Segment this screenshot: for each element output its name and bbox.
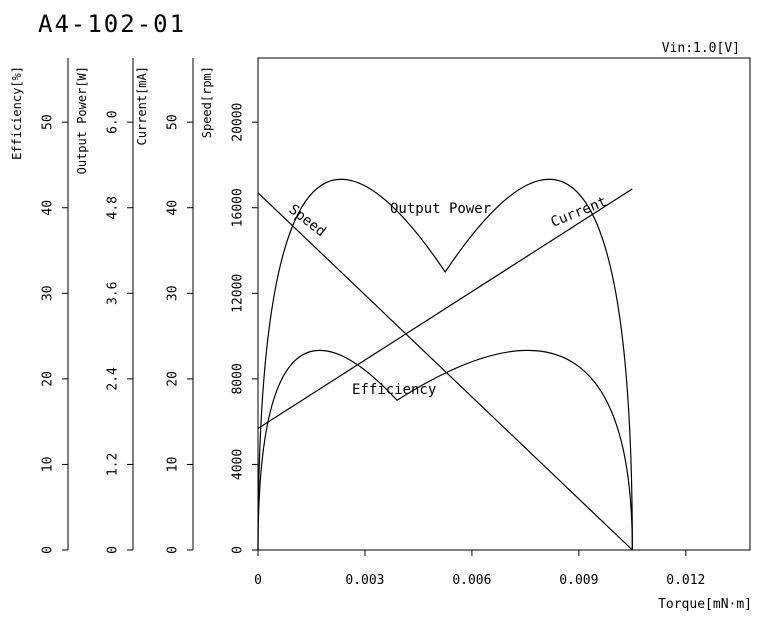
current-tick-label-1: 10 [166, 457, 181, 473]
power-axis-label: Output Power[W] [75, 66, 89, 174]
speed-axis-label: Speed[rpm] [200, 66, 214, 138]
efficiency-tick-label-5: 50 [41, 114, 56, 130]
speed-tick-label-1: 4000 [231, 449, 246, 480]
speed-tick-label-0: 0 [231, 546, 246, 554]
current-tick-label-2: 20 [166, 371, 181, 387]
efficiency-tick-label-0: 0 [41, 546, 56, 554]
power-tick-label-1: 1.2 [106, 453, 121, 476]
chart-title: A4-102-01 [38, 10, 186, 38]
efficiency-tick-label-3: 30 [41, 285, 56, 301]
x-tick-label-1: 0.003 [345, 573, 384, 588]
efficiency-curve [257, 349, 633, 551]
speed-tick-label-5: 20000 [231, 103, 246, 142]
efficiency-tick-label-4: 40 [41, 200, 56, 216]
current-curve-label: Current [549, 194, 610, 231]
output-power-curve-label: Output Power [390, 201, 491, 217]
current-tick-label-3: 30 [166, 285, 181, 301]
output-power-curve [257, 178, 633, 551]
speed-curve-label: Speed [286, 202, 329, 241]
speed-tick-label-2: 8000 [231, 363, 246, 394]
speed-curve [257, 192, 633, 551]
x-tick-label-0: 0 [254, 573, 262, 588]
power-tick-label-3: 3.6 [106, 282, 121, 305]
power-tick-label-2: 2.4 [106, 367, 121, 391]
power-tick-label-5: 6.0 [106, 110, 121, 133]
current-axis-label: Current[mA] [135, 66, 149, 145]
efficiency-axis-label: Efficiency[%] [10, 66, 24, 160]
x-tick-label-2: 0.006 [452, 573, 491, 588]
speed-tick-label-3: 12000 [231, 274, 246, 313]
power-tick-label-4: 4.8 [106, 196, 121, 219]
voltage-condition: Vin:1.0[V] [662, 41, 740, 56]
x-tick-label-3: 0.009 [559, 573, 598, 588]
speed-tick-label-4: 16000 [231, 188, 246, 227]
power-tick-label-0: 0 [106, 546, 121, 554]
current-tick-label-4: 40 [166, 200, 181, 216]
x-tick-label-4: 0.012 [666, 573, 705, 588]
plot-area-frame [257, 57, 751, 551]
efficiency-tick-label-1: 10 [41, 457, 56, 473]
efficiency-tick-label-2: 20 [41, 371, 56, 387]
current-tick-label-5: 50 [166, 114, 181, 130]
efficiency-curve-label: Efficiency [352, 382, 436, 398]
current-curve [257, 188, 633, 430]
current-tick-label-0: 0 [166, 546, 181, 554]
x-axis-label: Torque[mN·m] [658, 597, 752, 612]
